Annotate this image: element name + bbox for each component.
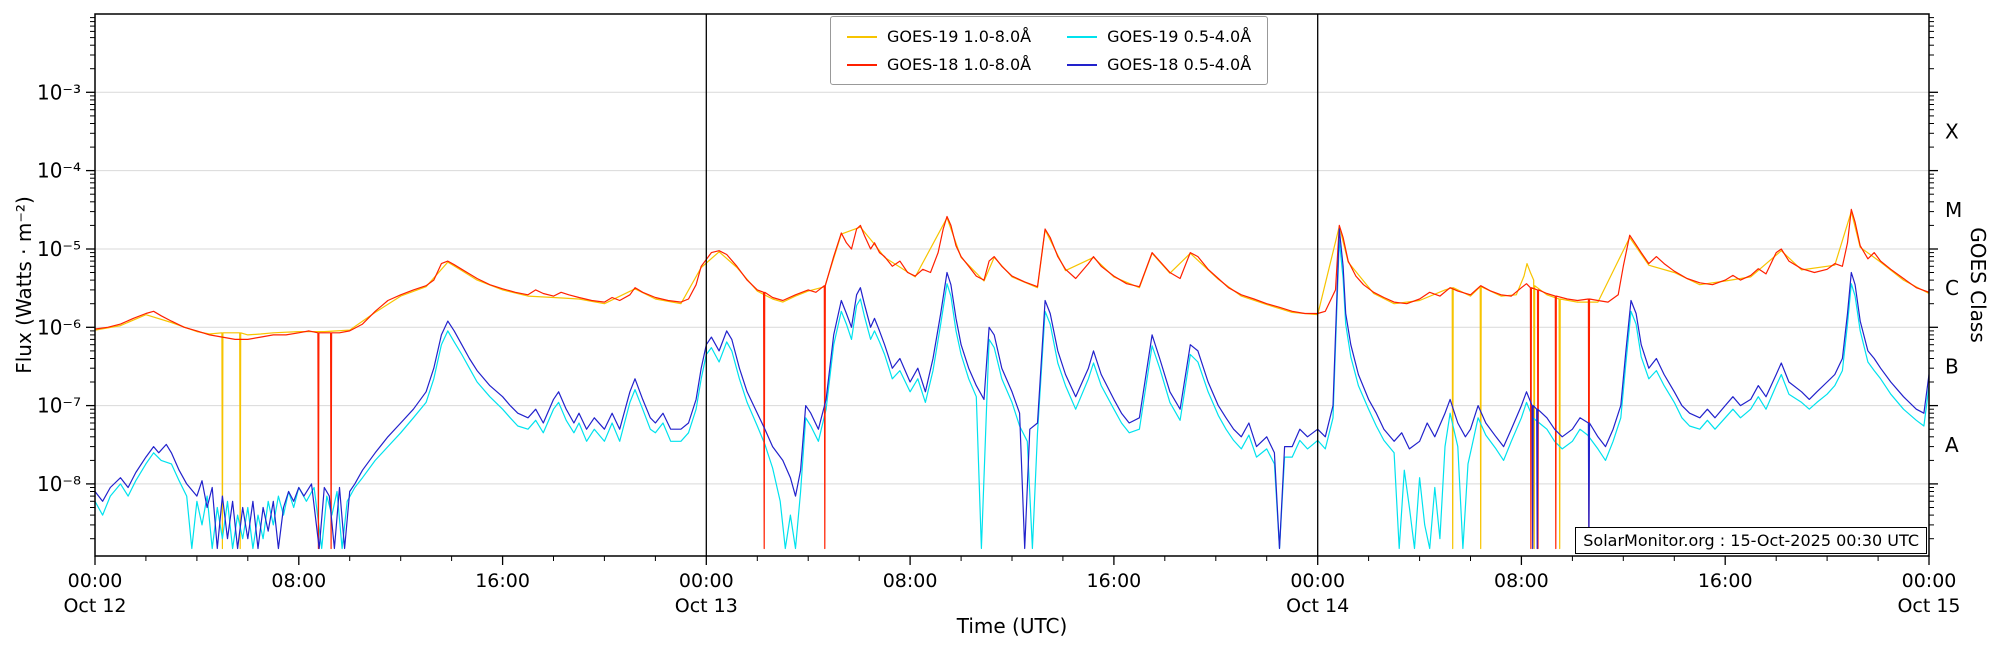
x-tick-date-label: Oct 12 <box>63 595 126 617</box>
x-tick-label: 08:00 <box>271 570 326 592</box>
x-tick-label: 08:00 <box>883 570 938 592</box>
legend-label: GOES-18 1.0-8.0Å <box>887 55 1032 74</box>
x-tick-label: 16:00 <box>475 570 530 592</box>
x-tick-date-label: Oct 13 <box>675 595 738 617</box>
legend-line-sample-goes19-short <box>1067 35 1098 38</box>
legend-entry-goes18-short: GOES-18 0.5-4.0Å <box>1067 55 1251 74</box>
goes-class-label: X <box>1945 120 1959 144</box>
y-tick-label: 10⁻⁵ <box>37 237 81 261</box>
x-tick-date-label: Oct 15 <box>1897 595 1960 617</box>
legend-entry-goes19-short: GOES-19 0.5-4.0Å <box>1067 27 1251 46</box>
legend-label: GOES-19 0.5-4.0Å <box>1107 27 1252 46</box>
y-tick-label: 10⁻⁶ <box>37 315 81 339</box>
goes-class-label: M <box>1945 198 1962 222</box>
source-annotation: SolarMonitor.org : 15-Oct-2025 00:30 UTC <box>1575 527 1927 554</box>
legend-entry-goes18-long: GOES-18 1.0-8.0Å <box>847 55 1031 74</box>
y-tick-label: 10⁻⁴ <box>37 159 81 183</box>
legend-line-sample-goes19-long <box>847 35 877 38</box>
goes-class-label: A <box>1945 433 1959 457</box>
legend-line-sample-goes18-short <box>1067 63 1098 66</box>
legend-label: GOES-18 0.5-4.0Å <box>1107 55 1252 74</box>
x-tick-label: 00:00 <box>1290 570 1345 592</box>
legend-line-sample-goes18-long <box>847 63 877 66</box>
legend-label: GOES-19 1.0-8.0Å <box>887 27 1032 46</box>
y-tick-label: 10⁻⁸ <box>37 472 81 496</box>
y-axis-title-left: Flux (Watts · m⁻²) <box>12 196 36 374</box>
legend: GOES-19 1.0-8.0Å GOES-18 1.0-8.0Å GOES-19 … <box>830 16 1269 85</box>
series-line-goes19-short <box>95 239 1929 550</box>
x-tick-label: 16:00 <box>1087 570 1142 592</box>
series-line-goes18-long <box>95 208 1929 550</box>
legend-entry-goes19-long: GOES-19 1.0-8.0Å <box>847 27 1031 46</box>
x-tick-label: 00:00 <box>1902 570 1957 592</box>
series-line-goes18-short <box>95 228 1929 550</box>
y-axis-title-right: GOES Class <box>1966 227 1990 343</box>
y-tick-label: 10⁻³ <box>37 80 81 104</box>
x-tick-label: 00:00 <box>68 570 123 592</box>
x-tick-label: 00:00 <box>679 570 734 592</box>
x-tick-date-label: Oct 14 <box>1286 595 1349 617</box>
x-axis-title: Time (UTC) <box>956 614 1068 638</box>
y-tick-label: 10⁻⁷ <box>37 394 81 418</box>
goes-class-label: C <box>1945 276 1959 300</box>
x-tick-label: 16:00 <box>1698 570 1753 592</box>
goes-class-label: B <box>1945 355 1959 379</box>
x-tick-label: 08:00 <box>1494 570 1549 592</box>
